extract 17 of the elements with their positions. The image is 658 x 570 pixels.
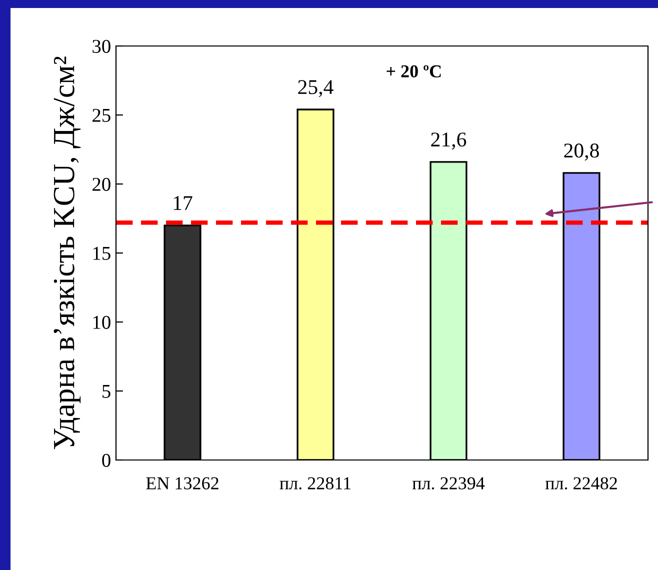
y-tick-label: 10 (93, 316, 110, 329)
y-tick-label: 20 (92, 178, 110, 191)
x-tick-label: пл. 22811 (280, 477, 350, 490)
y-axis-title: Ударна в’язкість KCU, Дж/см² (54, 56, 81, 450)
data-label: 21,6 (431, 132, 466, 150)
y-tick-label: 5 (102, 385, 110, 398)
annotation: + 20 ºC (386, 65, 441, 78)
y-tick-label: 15 (93, 246, 110, 260)
data-label: 20,8 (564, 144, 599, 161)
x-tick-label: пл. 22394 (412, 477, 485, 490)
x-tick-label: пл. 22482 (545, 477, 617, 490)
y-tick-label: 30 (92, 40, 110, 53)
y-tick-label: 0 (102, 454, 110, 467)
data-label: 25,4 (298, 80, 334, 98)
x-tick-label: EN 13262 (146, 477, 218, 490)
data-label: 17 (174, 196, 192, 210)
y-tick-label: 25 (92, 108, 110, 122)
